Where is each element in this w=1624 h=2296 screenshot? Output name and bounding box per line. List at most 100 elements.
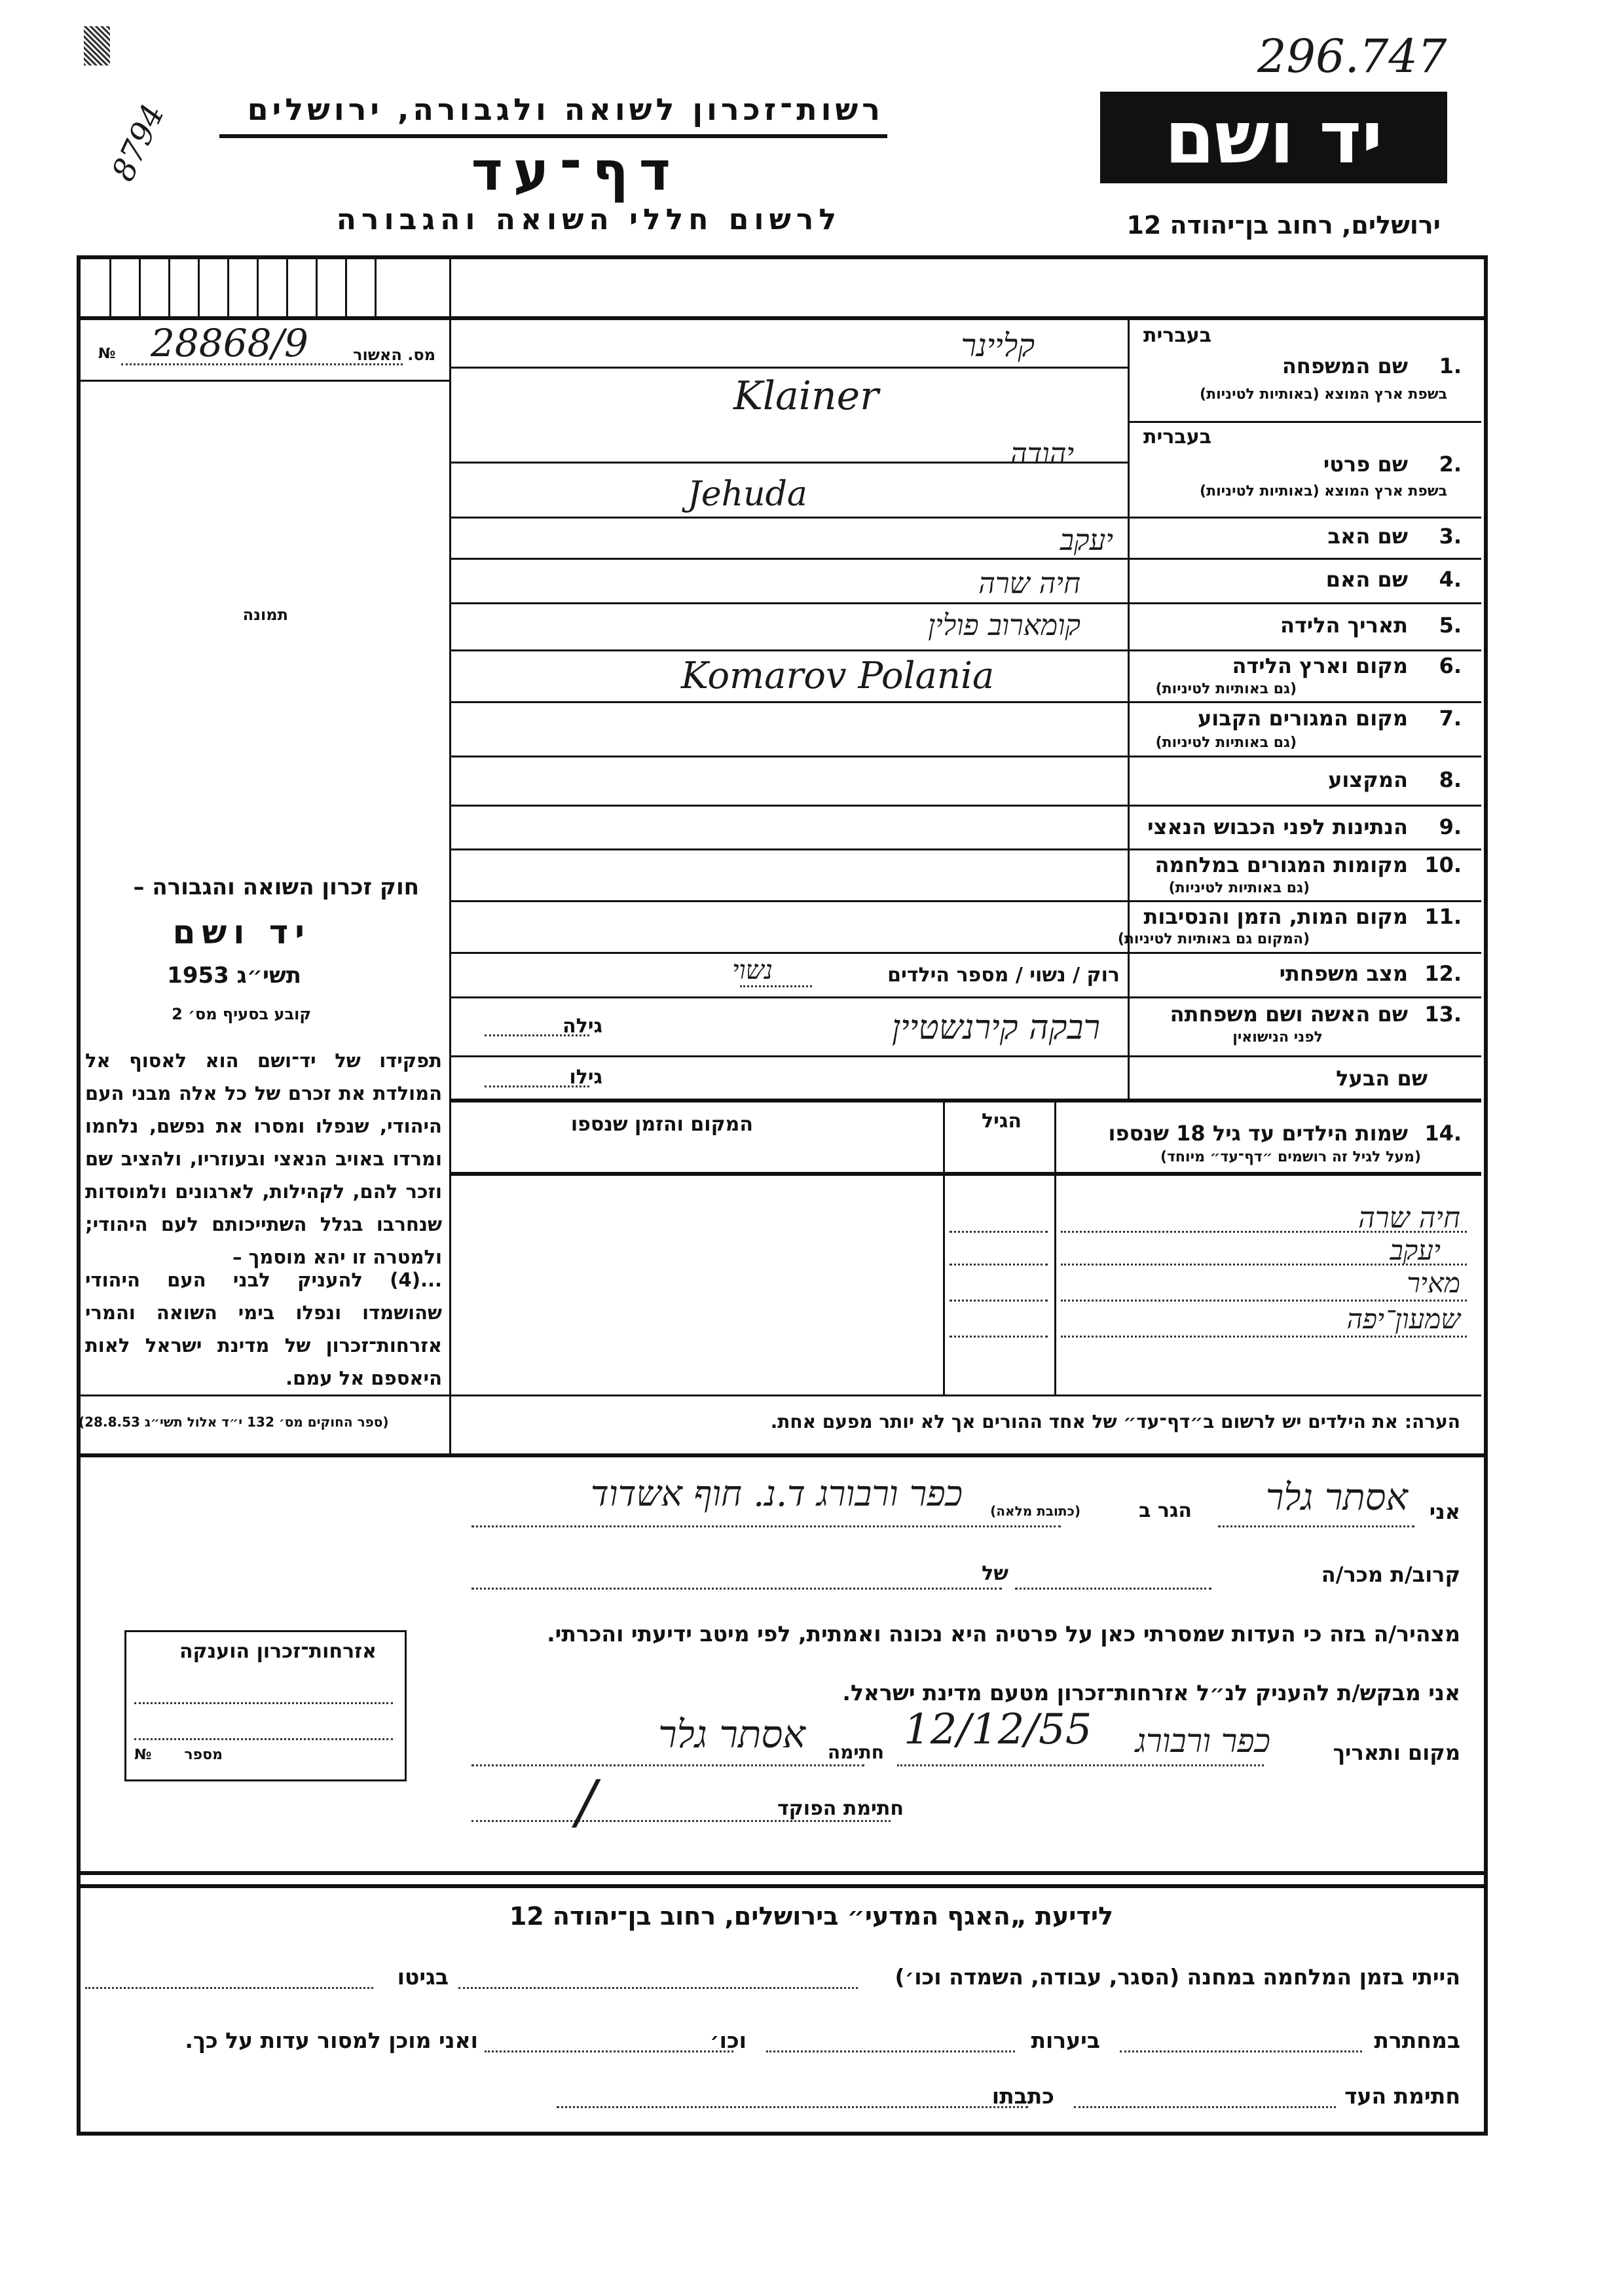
field-12-children-line <box>740 985 812 987</box>
field-1-value-hebrew[interactable]: קליינר <box>961 327 1035 364</box>
citizenship-number-line <box>134 1738 393 1740</box>
children-line <box>950 1264 1048 1266</box>
decl-address[interactable]: כפר ורבורג ד.נ. חוף אשדוד <box>590 1473 963 1514</box>
field-11-label: מקום המות, הזמן והנסיבות <box>1143 904 1408 929</box>
field-13-age-label: גילה <box>563 1015 602 1038</box>
witness-ready-text: ואני מוכן למסור עדות על כך. <box>185 2028 478 2053</box>
decl-date-value[interactable]: 12/12/55 <box>904 1705 1092 1754</box>
record-no-symbol: № <box>98 346 116 362</box>
children-subheader: (מעל לגיל זה רושמים ״דף־עד״ מיוחד) <box>1160 1149 1421 1165</box>
decl-of-label: של <box>982 1562 1008 1585</box>
field-13-sublabel: לפני הנישואין <box>1232 1029 1323 1046</box>
citizenship-no-symbol: № <box>134 1747 152 1763</box>
field-6-value-hebrew[interactable]: קומארוב פולין <box>928 609 1080 642</box>
field-6-value-latin[interactable]: Komarov Polania <box>681 655 995 697</box>
row-line <box>451 952 1481 954</box>
row-line <box>451 649 1481 651</box>
citizenship-number-label: מספר <box>184 1747 223 1763</box>
field-4-value[interactable]: חיה שרה <box>978 567 1080 600</box>
field-1-value-latin[interactable]: Klainer <box>733 373 879 419</box>
top-band-grid <box>82 259 390 316</box>
row-subline <box>451 462 1128 464</box>
row-line <box>451 1055 1481 1057</box>
label-column-divider <box>1128 318 1130 1100</box>
decl-request-text: אני מבקש/ת להעניק לנ״ל אזרחות־זכרון מטעם… <box>842 1680 1460 1705</box>
decl-relative-label: קרוב/ת מכר/ה <box>1321 1562 1460 1587</box>
left-line <box>79 380 449 382</box>
org-underline <box>219 134 887 138</box>
field-5-num: 5. <box>1439 613 1462 638</box>
margin-note: 8794 <box>104 98 172 187</box>
child-name[interactable]: מאיר <box>1407 1267 1460 1299</box>
record-line <box>121 363 403 365</box>
row-line <box>451 996 1481 998</box>
law-citation: (ספר החוקים מס׳ 132 י״ד אלול תשי״ג 28.8.… <box>79 1414 389 1430</box>
field-7-label: מקום המגורים הקבוע <box>1197 706 1408 731</box>
citizenship-box <box>124 1630 407 1781</box>
witness-address-label: כתבתו <box>991 2083 1054 2109</box>
field-11-sublabel: (המקום גם באותיות לטיניות) <box>1117 931 1310 947</box>
row-line <box>77 1453 1484 1457</box>
row-line <box>451 900 1481 902</box>
decl-place-value[interactable]: כפר ורבורג <box>1135 1722 1270 1760</box>
field-7-sublabel: (גם באותיות לטיניות) <box>1155 735 1297 751</box>
child-name[interactable]: יעקב <box>1390 1234 1441 1266</box>
field-3-value[interactable]: יעקב <box>1060 524 1113 557</box>
witness-camp-line <box>458 1987 858 1989</box>
child-name[interactable]: חיה שרה <box>1358 1201 1460 1235</box>
field-12-value[interactable]: נשוי <box>731 955 773 985</box>
address: ירושלים, רחוב בן־יהודה 12 <box>1126 211 1441 240</box>
field-6-sublabel: (גם באותיות לטיניות) <box>1155 681 1297 697</box>
witness-etc-label: וכו׳ <box>710 2028 747 2053</box>
children-age-divider <box>943 1102 945 1394</box>
decl-name[interactable]: אסתר גלר <box>1265 1476 1408 1519</box>
children-place-header: המקום והזמן שנספו <box>570 1113 753 1136</box>
field-12-num: 12. <box>1424 961 1462 986</box>
field-5-label: תאריך הלידה <box>1280 613 1408 638</box>
logo-text: יד ושם <box>1164 96 1383 179</box>
decl-officer-line <box>471 1820 891 1822</box>
law-name: יד ושם <box>172 913 311 951</box>
row-line <box>451 1394 1481 1396</box>
child-name[interactable]: שמעון־יפה <box>1346 1303 1460 1335</box>
decl-place-date-label: מקום ותאריך <box>1333 1740 1460 1765</box>
children-line <box>1061 1300 1467 1302</box>
witness-camp-text: הייתי בזמן המלחמה במחנה (הסגר, עבודה, הש… <box>895 1964 1460 1990</box>
row-line <box>451 517 1481 519</box>
row-line <box>451 756 1481 757</box>
decl-signature-value[interactable]: אסתר גלר <box>658 1712 805 1757</box>
children-line <box>1061 1231 1467 1233</box>
field-1-num: 1. <box>1439 354 1462 378</box>
field-13-value[interactable]: רבקה קירנשטיין <box>891 1008 1100 1048</box>
witness-forests-line <box>766 2050 1015 2052</box>
field-2-hebrew-tag: בעברית <box>1143 426 1211 448</box>
field-1-label: שם המשפחה <box>1282 354 1408 378</box>
row-line <box>451 805 1481 807</box>
row-line <box>451 848 1481 850</box>
officer-signature-mark: / <box>576 1768 597 1836</box>
decl-lives-label: הגר ב <box>1139 1499 1192 1522</box>
field-2-value-hebrew[interactable]: יהודה <box>1010 437 1074 471</box>
field-3-num: 3. <box>1439 524 1462 549</box>
decl-declare-text: מצהיר/ה בזה כי העדות שמסרתי כאן על פרטיה… <box>547 1621 1460 1647</box>
husband-age-label: גילו <box>569 1066 602 1089</box>
children-line <box>950 1231 1048 1233</box>
law-title: חוק זכרון השואה והגבורה – <box>133 874 419 900</box>
row-line <box>1128 421 1481 423</box>
record-label: מס. האשור <box>353 346 435 364</box>
field-10-num: 10. <box>1424 852 1462 877</box>
witness-signature-line <box>1074 2106 1336 2108</box>
field-13-label: שם האשה ושם משפחתה <box>1170 1002 1408 1027</box>
field-8-num: 8. <box>1439 767 1462 792</box>
field-13-age-line <box>485 1034 589 1036</box>
law-year: תשי״ג 1953 <box>167 962 301 989</box>
children-line <box>950 1336 1048 1338</box>
field-2-label: שם פרטי <box>1323 452 1408 477</box>
field-2-value-latin[interactable]: Jehuda <box>688 475 807 514</box>
field-10-label: מקומות המגורים במלחמה <box>1154 852 1408 877</box>
witness-etc-line <box>485 2050 733 2052</box>
decl-signature-label: חתימה <box>827 1741 884 1763</box>
field-12-label: מצב משפחתי <box>1279 961 1408 986</box>
field-6-label: מקום וארץ הלידה <box>1232 653 1408 678</box>
children-line <box>1061 1264 1467 1266</box>
